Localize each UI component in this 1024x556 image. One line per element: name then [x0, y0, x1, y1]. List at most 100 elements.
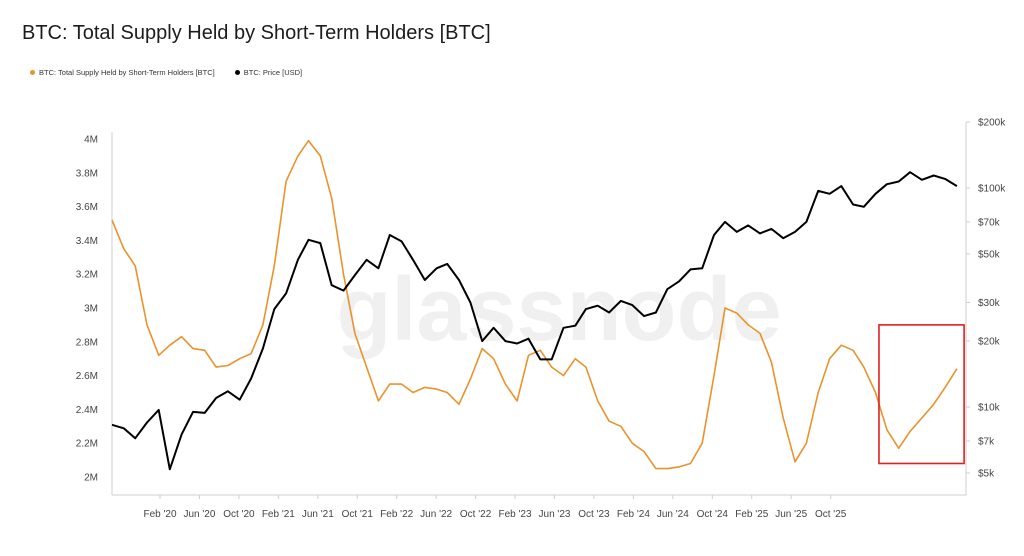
- data-point-price: [852, 204, 854, 206]
- data-point-sth-supply: [481, 348, 483, 350]
- y-left-tick-label: 2.8M: [76, 337, 98, 348]
- x-tick-label: Feb '23: [499, 509, 532, 520]
- data-point-sth-supply: [678, 466, 680, 468]
- data-point-price: [239, 399, 241, 401]
- data-point-price: [446, 263, 448, 265]
- data-point-price: [401, 241, 403, 243]
- data-point-sth-supply: [667, 468, 669, 470]
- data-point-sth-supply: [436, 388, 438, 390]
- data-point-sth-supply: [181, 336, 183, 338]
- data-point-price: [841, 185, 843, 187]
- data-point-price: [701, 268, 703, 270]
- data-point-price: [412, 259, 414, 261]
- data-point-sth-supply: [794, 461, 796, 463]
- data-point-price: [343, 290, 345, 292]
- data-point-price: [528, 338, 530, 340]
- data-point-sth-supply: [898, 448, 900, 450]
- x-tick-label: Feb '21: [262, 509, 295, 520]
- data-point-sth-supply: [320, 155, 322, 157]
- x-tick-label: Oct '25: [815, 509, 847, 520]
- data-point-sth-supply: [146, 324, 148, 326]
- y-left-tick-label: 3.6M: [76, 202, 98, 213]
- x-tick-label: Jun '25: [775, 509, 807, 520]
- data-point-price: [667, 288, 669, 290]
- x-tick-label: Jun '23: [539, 509, 571, 520]
- y-left-tick-label: 3M: [84, 304, 98, 315]
- data-point-sth-supply: [204, 350, 206, 352]
- data-point-sth-supply: [736, 312, 738, 314]
- data-point-price: [575, 325, 577, 327]
- data-point-price: [308, 239, 310, 241]
- data-point-sth-supply: [551, 366, 553, 368]
- chart-title: BTC: Total Supply Held by Short-Term Hol…: [22, 22, 491, 44]
- data-point-price: [886, 183, 888, 185]
- data-point-sth-supply: [724, 307, 726, 309]
- y-left-tick-label: 2M: [84, 473, 98, 484]
- data-point-price: [378, 268, 380, 270]
- data-point-sth-supply: [875, 392, 877, 394]
- y-left-tick-label: 2.4M: [76, 405, 98, 416]
- data-point-sth-supply: [782, 417, 784, 419]
- y-right-tick-label: $5k: [978, 469, 995, 480]
- data-point-sth-supply: [343, 273, 345, 275]
- y-left-tick-label: 3.8M: [76, 168, 98, 179]
- legend-item-price[interactable]: BTC: Price [USD]: [234, 68, 302, 77]
- data-point-price: [436, 268, 438, 270]
- data-point-price: [724, 221, 726, 223]
- data-point-price: [563, 327, 565, 329]
- data-point-sth-supply: [285, 181, 287, 183]
- data-point-price: [632, 304, 634, 306]
- data-point-sth-supply: [806, 442, 808, 444]
- y-left-tick-label: 4M: [84, 135, 98, 146]
- data-point-price: [898, 181, 900, 183]
- data-point-sth-supply: [863, 366, 865, 368]
- data-point-sth-supply: [493, 358, 495, 360]
- y-right-tick-label: $20k: [978, 337, 1001, 348]
- data-point-price: [505, 340, 507, 342]
- data-point-sth-supply: [516, 400, 518, 402]
- data-point-sth-supply: [158, 355, 160, 357]
- data-point-price: [516, 343, 518, 345]
- data-point-price: [366, 259, 368, 261]
- data-point-sth-supply: [458, 404, 460, 406]
- series-line-sth-supply: [111, 139, 958, 470]
- data-point-price: [736, 231, 738, 233]
- data-point-sth-supply: [227, 365, 229, 367]
- data-point-sth-supply: [250, 353, 252, 355]
- data-point-sth-supply: [528, 355, 530, 357]
- data-point-sth-supply: [274, 265, 276, 267]
- data-point-price: [250, 378, 252, 380]
- data-point-price: [551, 359, 553, 361]
- data-point-sth-supply: [123, 248, 125, 250]
- data-point-price: [944, 178, 946, 180]
- data-point-sth-supply: [713, 375, 715, 377]
- data-point-sth-supply: [921, 417, 923, 419]
- data-point-price: [608, 312, 610, 314]
- data-point-price: [782, 237, 784, 239]
- data-point-sth-supply: [956, 368, 958, 370]
- y-right-tick-label: $50k: [978, 249, 1001, 260]
- data-point-sth-supply: [841, 344, 843, 346]
- data-point-price: [759, 233, 761, 235]
- data-point-price: [204, 412, 206, 414]
- data-point-price: [146, 422, 148, 424]
- y-right-tick-label: $7k: [978, 436, 995, 447]
- y-right-tick-label: $10k: [978, 403, 1001, 414]
- data-point-price: [713, 234, 715, 236]
- data-point-sth-supply: [389, 383, 391, 385]
- data-point-price: [956, 185, 958, 187]
- data-point-sth-supply: [111, 219, 113, 221]
- x-tick-label: Feb '24: [617, 509, 650, 520]
- legend-dot-price: [234, 70, 240, 75]
- data-point-price: [921, 179, 923, 181]
- data-point-price: [134, 438, 136, 440]
- legend-item-sth-supply[interactable]: BTC: Total Supply Held by Short-Term Hol…: [30, 68, 215, 77]
- data-point-sth-supply: [540, 350, 542, 352]
- data-point-sth-supply: [701, 442, 703, 444]
- data-point-sth-supply: [378, 400, 380, 402]
- data-point-sth-supply: [134, 265, 136, 267]
- data-point-price: [169, 469, 171, 471]
- data-point-sth-supply: [169, 344, 171, 346]
- data-point-price: [933, 175, 935, 177]
- data-point-price: [817, 190, 819, 192]
